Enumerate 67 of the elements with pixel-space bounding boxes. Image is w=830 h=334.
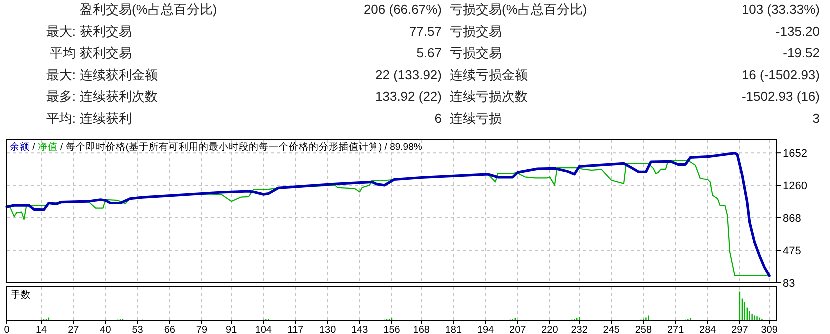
annotation: / [30, 142, 38, 153]
text: 最多: [46, 89, 76, 104]
x-tick-label: 194 [477, 325, 495, 334]
x-tick-label: 53 [132, 325, 144, 334]
text: 亏损交易(%占总百分比) [450, 2, 588, 17]
text: 连续亏损次数 [450, 89, 528, 104]
x-tick-label: 258 [635, 325, 653, 334]
annotation: 89.98% [390, 142, 423, 153]
text: 133.92 (22) [376, 89, 442, 104]
text: 亏损交易 [450, 46, 502, 61]
x-tick-label: 156 [384, 325, 401, 334]
x-tick-label: 271 [667, 325, 685, 334]
x-tick-label: 79 [196, 325, 208, 334]
text: 盈利交易(%占总百分比) [80, 2, 218, 17]
x-tick-label: 297 [732, 325, 749, 334]
x-tick-label: 117 [288, 325, 304, 334]
x-tick-label: 143 [352, 325, 369, 334]
text: 206 (66.67%) [364, 2, 442, 17]
text: 16 (-1502.93) [742, 67, 820, 82]
x-tick-label: 181 [445, 325, 462, 334]
text: 连续获利金额 [80, 67, 158, 82]
x-tick-label: 40 [100, 325, 112, 334]
text: 最大: [46, 67, 76, 82]
text: -1502.93 (16) [742, 89, 820, 104]
text: 平均 [50, 46, 76, 61]
text: 获利交易 [80, 46, 132, 61]
x-tick-label: 66 [164, 325, 176, 334]
text: 3 [812, 111, 820, 126]
y-tick-label: 868 [783, 213, 802, 225]
x-tick-label: 309 [761, 325, 778, 334]
annotation: / [58, 142, 66, 153]
x-tick-label: 168 [413, 325, 430, 334]
x-tick-label: 91 [226, 325, 238, 334]
chart-title: 每个即时价格(基于所有可利用的最小时段的每一个价格的分形插值计算) [66, 141, 382, 153]
text: 平均: [46, 111, 76, 126]
text: 5.67 [416, 46, 442, 61]
x-tick-label: 245 [603, 325, 620, 334]
text: 余额 [10, 141, 30, 153]
x-tick-label: 14 [36, 325, 48, 334]
x-tick-label: 284 [700, 325, 717, 334]
annotation: / [382, 142, 390, 153]
text: 103 (33.33%) [742, 2, 820, 17]
y-tick-label: 83 [783, 278, 796, 290]
text: 最大: [46, 24, 76, 39]
text: 77.57 [409, 24, 442, 39]
text: -135.20 [776, 24, 820, 39]
x-tick-label: 130 [319, 325, 337, 334]
text: 亏损交易 [450, 24, 502, 39]
text: 净值 [38, 141, 58, 153]
x-tick-label: 27 [68, 325, 80, 334]
text: 连续获利次数 [80, 89, 158, 104]
x-tick-label: 0 [4, 325, 10, 334]
chart-title: 手数 [11, 289, 31, 301]
y-tick-label: 1652 [783, 148, 808, 160]
text: 22 (133.92) [376, 67, 442, 82]
y-tick-label: 1260 [783, 180, 808, 193]
text: 6 [434, 111, 442, 126]
text: 连续获利 [80, 111, 132, 126]
x-tick-label: 104 [255, 325, 272, 334]
text: 连续亏损金额 [450, 67, 528, 82]
x-tick-label: 220 [542, 325, 559, 334]
y-tick-label: 475 [783, 246, 802, 258]
text: 获利交易 [80, 24, 132, 39]
x-tick-label: 207 [510, 325, 527, 334]
text: 连续亏损 [450, 111, 502, 126]
x-tick-label: 232 [571, 325, 588, 334]
text: -19.52 [783, 46, 820, 61]
